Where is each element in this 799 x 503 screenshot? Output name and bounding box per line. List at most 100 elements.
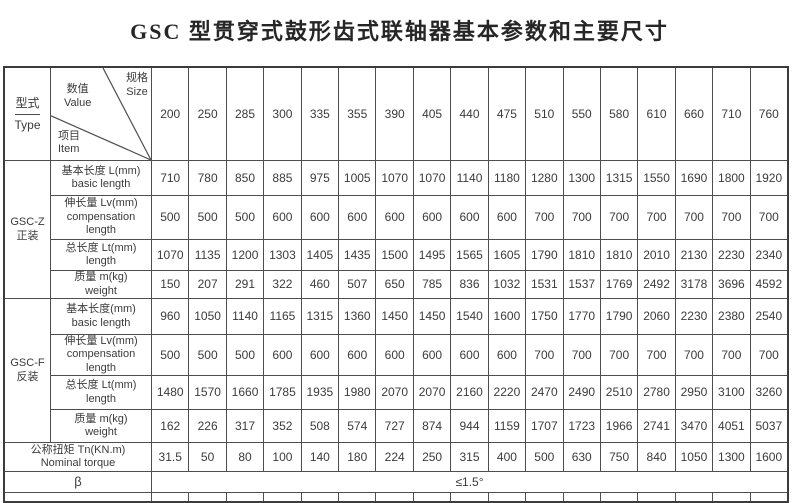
size-header-cell: 710 bbox=[713, 68, 750, 160]
value-cell: 1980 bbox=[339, 376, 376, 409]
value-cell: 1405 bbox=[301, 240, 339, 270]
value-cell: 840 bbox=[638, 443, 675, 471]
value-cell: 4051 bbox=[713, 410, 750, 442]
value-cell: 2380 bbox=[713, 299, 750, 334]
value-cell: 600 bbox=[264, 335, 301, 375]
value-cell: 2130 bbox=[675, 240, 713, 270]
value-cell: 727 bbox=[376, 410, 413, 442]
partial-row-cell bbox=[750, 493, 787, 501]
value-cell: 700 bbox=[563, 335, 600, 375]
value-cell: 500 bbox=[189, 335, 226, 375]
value-cell: 100 bbox=[264, 443, 301, 471]
value-cell: 700 bbox=[675, 196, 713, 239]
size-axis-label: 规格 Size bbox=[126, 72, 148, 100]
value-cell: 1565 bbox=[451, 240, 488, 270]
value-cell: 1750 bbox=[526, 299, 563, 334]
value-cell: 600 bbox=[488, 335, 526, 375]
corner-header-cell: 规格 Size 数值 Value 项目 Item bbox=[51, 68, 151, 160]
value-cell: 885 bbox=[264, 161, 301, 195]
partial-row-cell bbox=[713, 493, 750, 501]
value-cell: 1435 bbox=[339, 240, 376, 270]
item-axis-label-cn: 项目 bbox=[58, 129, 80, 142]
value-cell: 700 bbox=[600, 335, 638, 375]
value-cell: 162 bbox=[152, 410, 189, 442]
value-cell: 2510 bbox=[600, 376, 638, 409]
value-cell: 224 bbox=[376, 443, 413, 471]
value-cell: 600 bbox=[451, 335, 488, 375]
value-cell: 31.5 bbox=[152, 443, 189, 471]
partial-row-cell bbox=[339, 493, 376, 501]
size-header-cell: 250 bbox=[189, 68, 226, 160]
value-cell: 1140 bbox=[451, 161, 488, 195]
value-cell: 2010 bbox=[638, 240, 675, 270]
value-cell: 1500 bbox=[376, 240, 413, 270]
beta-row-label: β bbox=[5, 472, 151, 492]
size-header-cell: 660 bbox=[675, 68, 713, 160]
page-title: GSC 型贯穿式鼓形齿式联轴器基本参数和主要尺寸 bbox=[130, 19, 669, 44]
value-cell: 600 bbox=[413, 335, 451, 375]
size-header-cell: 440 bbox=[451, 68, 488, 160]
value-cell: 2950 bbox=[675, 376, 713, 409]
value-cell: 500 bbox=[189, 196, 226, 239]
value-cell: 3470 bbox=[675, 410, 713, 442]
value-cell: 2492 bbox=[638, 271, 675, 298]
value-cell: 1140 bbox=[226, 299, 264, 334]
partial-row-cell bbox=[488, 493, 526, 501]
value-cell: 3260 bbox=[750, 376, 787, 409]
value-cell: 600 bbox=[264, 196, 301, 239]
group-label-gsc-f: GSC-F 反装 bbox=[5, 299, 50, 442]
value-cell: 1600 bbox=[488, 299, 526, 334]
row-label: 质量 m(kg) weight bbox=[51, 410, 151, 442]
value-cell: 1300 bbox=[713, 443, 750, 471]
value-cell: 1600 bbox=[750, 443, 787, 471]
value-cell: 1810 bbox=[600, 240, 638, 270]
value-cell: 1785 bbox=[264, 376, 301, 409]
value-cell: 508 bbox=[301, 410, 339, 442]
value-cell: 1303 bbox=[264, 240, 301, 270]
value-cell: 1032 bbox=[488, 271, 526, 298]
row-label: 总长度 Lt(mm) length bbox=[51, 240, 151, 270]
value-cell: 1769 bbox=[600, 271, 638, 298]
partial-row-cell bbox=[264, 493, 301, 501]
size-header-cell: 475 bbox=[488, 68, 526, 160]
size-header-cell: 200 bbox=[152, 68, 189, 160]
value-cell: 785 bbox=[413, 271, 451, 298]
value-cell: 630 bbox=[563, 443, 600, 471]
value-cell: 500 bbox=[526, 443, 563, 471]
value-cell: 600 bbox=[451, 196, 488, 239]
value-cell: 317 bbox=[226, 410, 264, 442]
size-header-cell: 335 bbox=[301, 68, 339, 160]
value-cell: 2070 bbox=[413, 376, 451, 409]
value-cell: 1360 bbox=[339, 299, 376, 334]
value-cell: 1537 bbox=[563, 271, 600, 298]
partial-row-cell bbox=[413, 493, 451, 501]
size-header-cell: 510 bbox=[526, 68, 563, 160]
value-axis-label-en: Value bbox=[64, 96, 92, 109]
partial-row-cell bbox=[638, 493, 675, 501]
partial-row-cell bbox=[226, 493, 264, 501]
value-cell: 600 bbox=[301, 335, 339, 375]
value-cell: 2230 bbox=[713, 240, 750, 270]
size-header-cell: 580 bbox=[600, 68, 638, 160]
value-cell: 2230 bbox=[675, 299, 713, 334]
row-label: 总长度 Lt(mm) length bbox=[51, 376, 151, 409]
value-cell: 140 bbox=[301, 443, 339, 471]
partial-row-cell bbox=[376, 493, 413, 501]
value-cell: 2780 bbox=[638, 376, 675, 409]
value-cell: 874 bbox=[413, 410, 451, 442]
value-cell: 600 bbox=[376, 196, 413, 239]
value-cell: 1135 bbox=[189, 240, 226, 270]
value-cell: 975 bbox=[301, 161, 339, 195]
value-cell: 1707 bbox=[526, 410, 563, 442]
value-cell: 1159 bbox=[488, 410, 526, 442]
value-cell: 1495 bbox=[413, 240, 451, 270]
value-cell: 1810 bbox=[563, 240, 600, 270]
value-cell: 1790 bbox=[600, 299, 638, 334]
value-cell: 2490 bbox=[563, 376, 600, 409]
value-axis-label: 数值 Value bbox=[64, 83, 91, 111]
value-cell: 1005 bbox=[339, 161, 376, 195]
value-cell: 1070 bbox=[152, 240, 189, 270]
value-cell: 1300 bbox=[563, 161, 600, 195]
size-axis-label-cn: 规格 bbox=[126, 72, 148, 84]
value-cell: 226 bbox=[189, 410, 226, 442]
